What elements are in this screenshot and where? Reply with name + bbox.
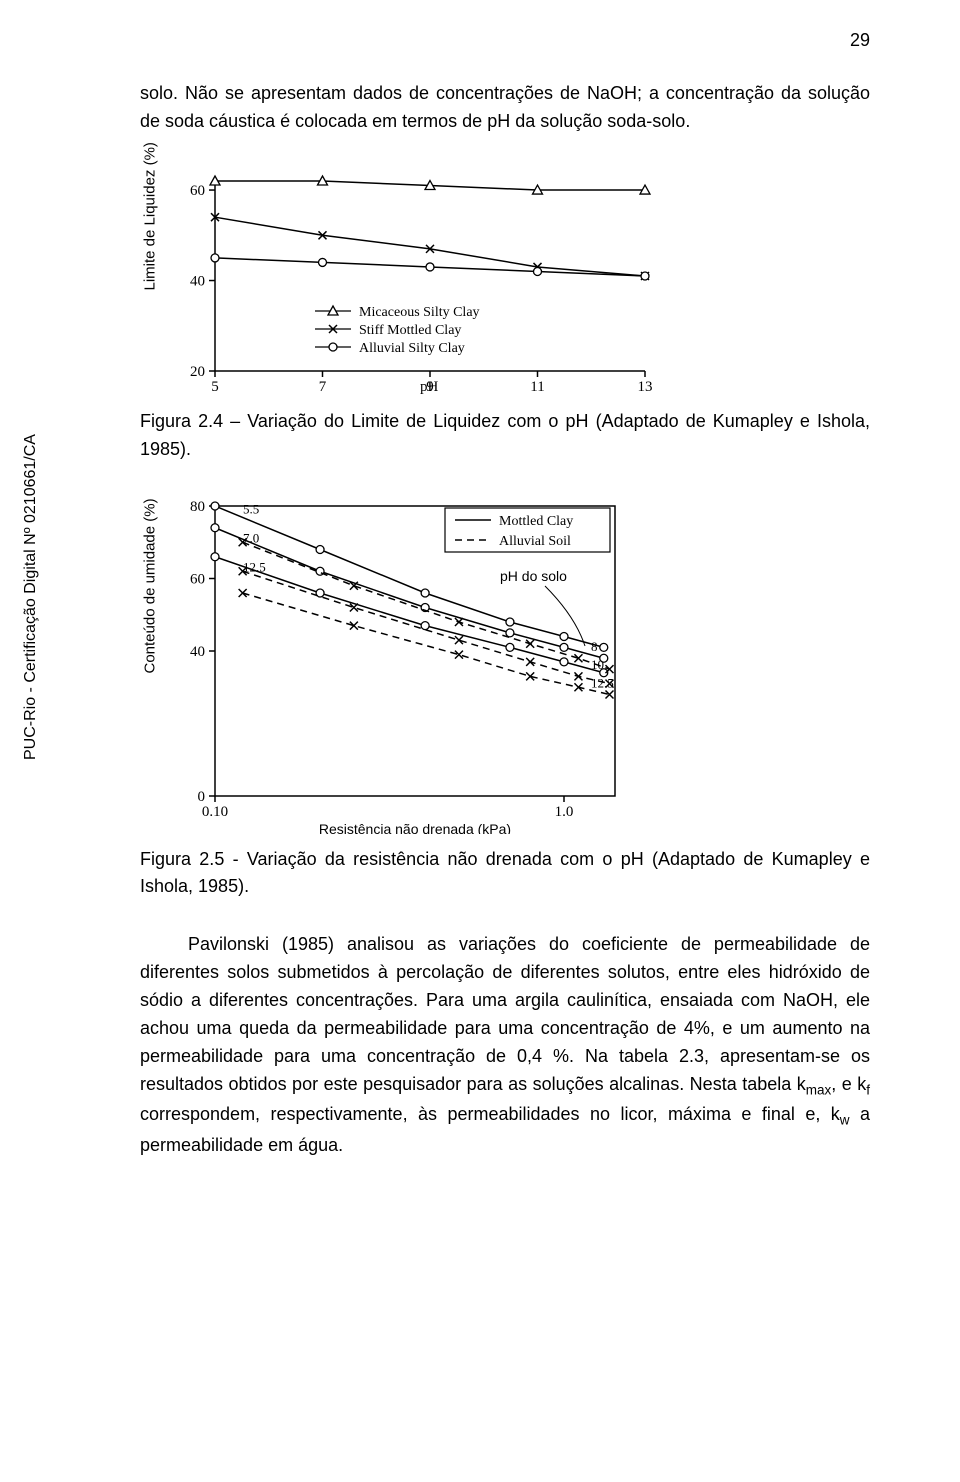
fig2-y-label: Conteúdo de umidade (%)	[142, 654, 159, 674]
svg-text:20: 20	[190, 364, 205, 380]
svg-text:40: 40	[190, 273, 205, 289]
page: 29 solo. Não se apresentam dados de conc…	[0, 0, 960, 1482]
p2-sub-1: max	[806, 1082, 832, 1097]
svg-text:80: 80	[190, 499, 205, 515]
svg-text:pH do solo: pH do solo	[500, 568, 567, 584]
figure-2-5: Conteúdo de umidade (%) 0 40 60 80 0.10 1.0 Mo…	[140, 494, 870, 834]
svg-text:11: 11	[530, 379, 544, 395]
svg-text:1.0: 1.0	[555, 804, 574, 820]
svg-text:8: 8	[591, 639, 598, 654]
figure-2-5-caption: Figura 2.5 - Variação da resistência não…	[140, 846, 870, 902]
figure-2-4-caption: Figura 2.4 – Variação do Limite de Liqui…	[140, 408, 870, 464]
svg-text:Alluvial Soil: Alluvial Soil	[499, 534, 571, 549]
svg-text:0.10: 0.10	[202, 804, 228, 820]
svg-text:60: 60	[190, 571, 205, 587]
svg-text:pH: pH	[420, 379, 439, 395]
svg-text:12.5: 12.5	[243, 559, 266, 574]
fig1-svg: 2040605791113pHMicaceous Silty ClayStiff…	[160, 166, 680, 396]
svg-text:5: 5	[211, 379, 219, 395]
svg-text:Micaceous Silty Clay: Micaceous Silty Clay	[359, 305, 480, 320]
p2-text-1: Pavilonski (1985) analisou as variações …	[140, 934, 870, 1093]
certification-label: PUC-Rio - Certificação Digital Nº 021066…	[22, 434, 40, 760]
svg-text:7.0: 7.0	[243, 530, 259, 545]
svg-text:Resistência não drenada (kPa): Resistência não drenada (kPa)	[319, 821, 511, 834]
page-number: 29	[850, 30, 870, 51]
svg-text:Alluvial Silty Clay: Alluvial Silty Clay	[359, 341, 465, 356]
p2-sub-3: w	[840, 1113, 850, 1128]
p2-text-2: , e k	[831, 1074, 866, 1094]
fig2-svg: 0 40 60 80 0.10 1.0 Mottled Clay Alluvial Soil 5…	[160, 494, 680, 834]
svg-text:0: 0	[198, 789, 206, 805]
p2-sub-2: f	[866, 1082, 870, 1097]
svg-text:40: 40	[190, 644, 205, 660]
paragraph-intro: solo. Não se apresentam dados de concent…	[140, 80, 870, 136]
fig1-y-label: Limite de Liquidez (%)	[142, 271, 159, 291]
paragraph-final: Pavilonski (1985) analisou as variações …	[140, 931, 870, 1159]
svg-text:60: 60	[190, 183, 205, 199]
svg-text:13: 13	[638, 379, 653, 395]
p2-text-3: correspondem, respectivamente, às permea…	[140, 1104, 840, 1124]
svg-text:5.5: 5.5	[243, 501, 259, 516]
svg-text:12.5: 12.5	[591, 675, 614, 690]
svg-text:10: 10	[591, 657, 604, 672]
svg-text:Stiff Mottled Clay: Stiff Mottled Clay	[359, 323, 461, 338]
svg-text:7: 7	[319, 379, 327, 395]
figure-2-4: Limite de Liquidez (%) 2040605791113pHMi…	[140, 166, 870, 396]
svg-text:Mottled Clay: Mottled Clay	[499, 514, 573, 529]
